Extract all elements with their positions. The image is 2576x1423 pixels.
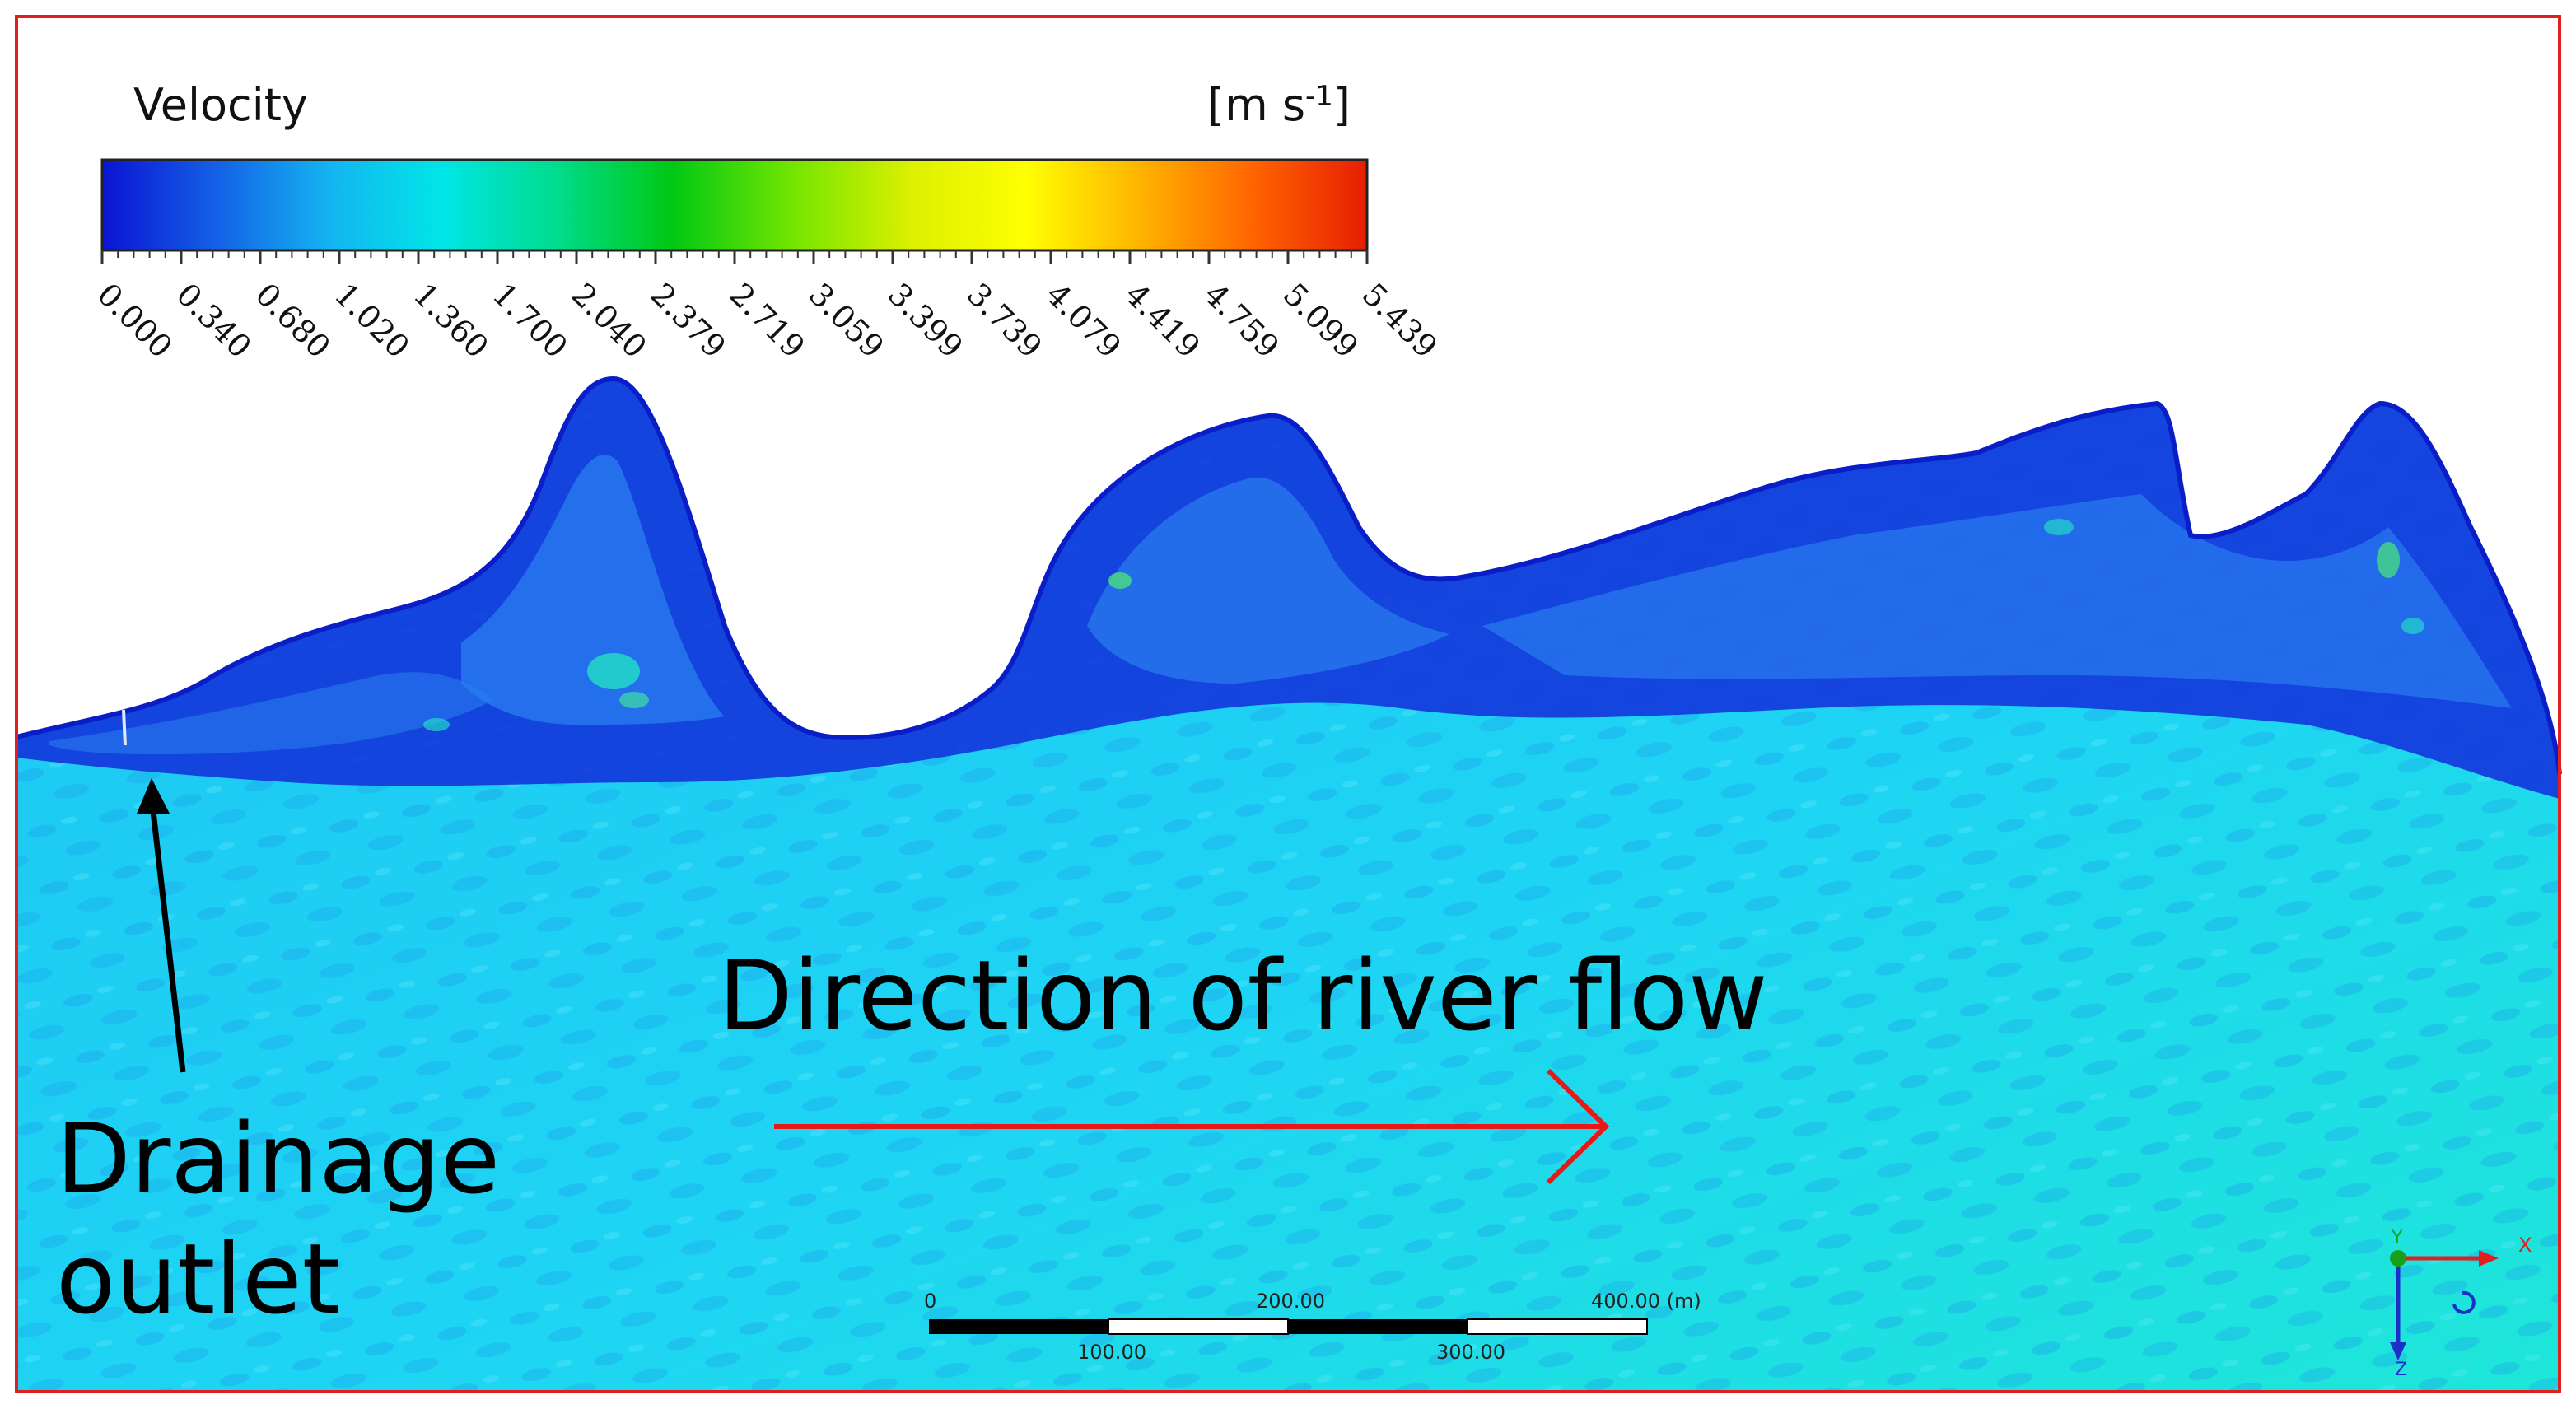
colorbar-tick-label: 0.340 — [170, 276, 259, 365]
colorbar-tick-label: 3.739 — [960, 276, 1049, 365]
colorbar-tick-label: 4.079 — [1039, 276, 1128, 365]
bank-boundary — [16, 376, 2562, 775]
rotation-indicator-icon — [2452, 1290, 2476, 1314]
scale-label-200: 200.00 — [1256, 1290, 1325, 1313]
colorbar-tick-label: 3.059 — [802, 276, 891, 365]
bank-low-velocity-zone — [16, 379, 2560, 799]
colorbar-tick-label: 3.399 — [881, 276, 970, 365]
velocity-legend: Velocity [m s-1] 0.0000.3400.6801.0201.3… — [91, 79, 1444, 365]
drainage-label-line2: outlet — [56, 1222, 340, 1336]
scale-label-0: 0 — [924, 1290, 936, 1313]
colorbar-tick-label: 4.759 — [1197, 276, 1286, 365]
axis-x-label: X — [2518, 1234, 2532, 1257]
colorbar-tick-label: 1.360 — [407, 276, 496, 365]
scale-label-400: 400.00 (m) — [1591, 1290, 1701, 1313]
colorbar-tick-label: 2.379 — [644, 276, 733, 365]
colorbar-tick-label: 0.680 — [249, 276, 338, 365]
flow-direction-label: Direction of river flow — [718, 939, 1768, 1052]
scale-bar: 0 200.00 400.00 (m) 100.00 300.00 — [924, 1290, 1701, 1364]
flow-direction-arrow — [774, 1068, 1610, 1185]
colorbar-tick-label: 5.439 — [1356, 276, 1444, 365]
colorbar-tick-label: 0.000 — [91, 276, 180, 365]
drainage-outlet-channel — [122, 709, 127, 746]
colorbar — [100, 158, 1369, 252]
figure-frame — [15, 15, 2561, 1393]
colorbar-tick-label: 1.700 — [486, 276, 575, 365]
axes-triad: X Y Z — [2390, 1228, 2532, 1380]
axis-z-label: Z — [2395, 1360, 2407, 1380]
legend-title: Velocity — [133, 79, 308, 131]
colorbar-tick-label: 1.020 — [328, 276, 417, 365]
flow-domain — [16, 376, 2562, 1392]
axis-y-label: Y — [2391, 1228, 2403, 1248]
colorbar-tick-label: 2.040 — [565, 276, 654, 365]
colorbar-tick-labels: 0.0000.3400.6801.0201.3601.7002.0402.379… — [91, 276, 1444, 365]
colorbar-minor-ticks — [100, 250, 1369, 264]
colorbar-tick-label: 2.719 — [723, 276, 812, 365]
drainage-label-line1: Drainage — [56, 1102, 500, 1215]
colorbar-tick-label: 4.419 — [1118, 276, 1207, 365]
scale-label-300: 300.00 — [1436, 1341, 1505, 1364]
scale-label-100: 100.00 — [1077, 1341, 1146, 1364]
annotations: Direction of river flow Drainage outlet — [56, 778, 1768, 1336]
legend-unit: [m s-1] — [1207, 79, 1351, 131]
colorbar-tick-label: 5.099 — [1276, 276, 1365, 365]
drainage-outlet-pointer — [137, 778, 186, 1073]
